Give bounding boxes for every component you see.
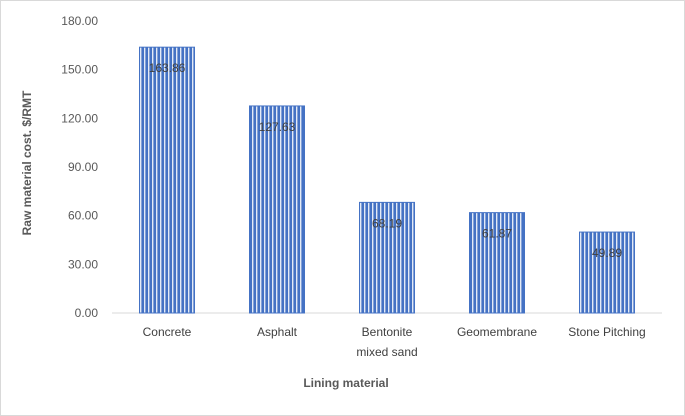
y-tick-label: 60.00 <box>68 209 98 223</box>
data-label: 49.89 <box>592 246 622 260</box>
x-tick-label: Concrete <box>143 325 192 339</box>
data-label: 163.86 <box>149 61 186 75</box>
bar <box>579 231 635 314</box>
y-tick-label: 150.00 <box>61 63 98 77</box>
y-tick-label: 30.00 <box>68 257 98 271</box>
x-axis-title: Lining material <box>303 376 388 390</box>
x-tick-label: Stone Pitching <box>568 325 645 339</box>
y-tick-label: 0.00 <box>75 306 99 320</box>
bar <box>249 105 305 314</box>
bar <box>139 46 195 314</box>
y-axis-title: Raw material cost. $/RMT <box>20 90 34 235</box>
bar <box>469 212 525 314</box>
y-tick-label: 90.00 <box>68 160 98 174</box>
y-tick-label: 120.00 <box>61 111 98 125</box>
x-tick-label: Asphalt <box>257 325 298 339</box>
y-tick-label: 180.00 <box>61 14 98 28</box>
data-label: 127.63 <box>259 120 296 134</box>
x-tick-label: Geomembrane <box>457 325 537 339</box>
bar <box>359 201 415 314</box>
data-label: 68.19 <box>372 216 402 230</box>
x-tick-label: Bentonite mixed sand <box>356 325 417 359</box>
data-label: 61.87 <box>482 227 512 241</box>
